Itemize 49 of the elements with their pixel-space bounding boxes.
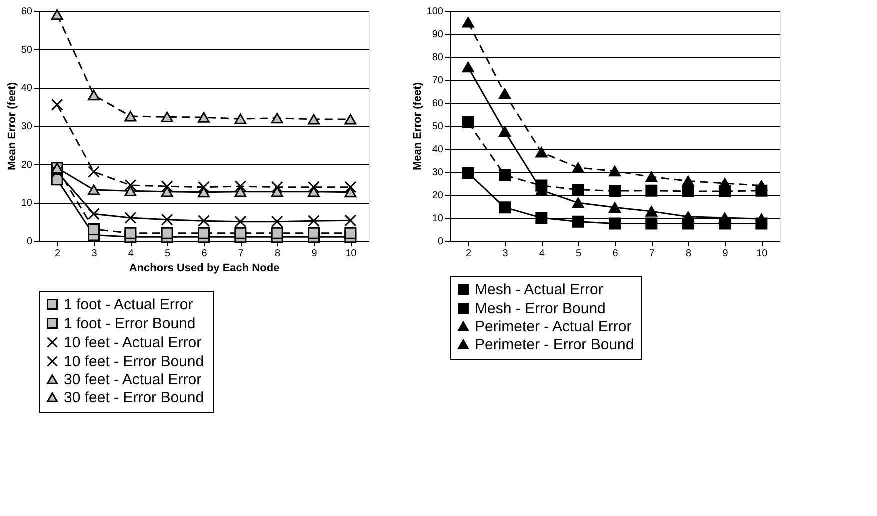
y-tick-label: 30 [432, 168, 444, 178]
x-tick-label: 7 [238, 248, 244, 260]
y-tick-label: 10 [432, 214, 444, 224]
legend-label: 30 feet - Actual Error [64, 372, 202, 388]
legend-label: Perimeter - Error Bound [475, 336, 634, 354]
y-axis-title: Mean Error (feet) [412, 82, 424, 171]
legend-label: 30 feet - Error Bound [64, 390, 204, 406]
y-tick-label: 40 [21, 83, 33, 94]
x-tick-label: 5 [576, 248, 582, 260]
x-tick-label: 8 [275, 248, 282, 260]
legend-label: Mesh - Actual Error [475, 282, 604, 298]
y-tick-label: 100 [426, 6, 444, 18]
x-tick-label: 8 [686, 248, 692, 260]
legend-label: 1 foot - Error Bound [64, 316, 196, 332]
y-tick-label: 80 [432, 52, 444, 64]
y-tick-label: 0 [438, 236, 444, 248]
y-tick-label: 0 [26, 236, 33, 248]
y-axis-title: Mean Error (feet) [6, 82, 18, 171]
y-tick-label: 60 [432, 98, 444, 110]
x-tick-label: 7 [649, 248, 656, 260]
y-tick-label: 30 [21, 122, 33, 132]
x-tick-label: 2 [466, 248, 472, 260]
x-tick-label: 10 [756, 248, 768, 260]
x-tick-label: 6 [612, 248, 619, 260]
legend-label: 1 foot - Actual Error [64, 296, 194, 314]
x-tick-label: 2 [55, 248, 62, 260]
y-tick-label: 70 [432, 76, 444, 86]
x-tick-label: 3 [502, 248, 509, 260]
y-tick-label: 20 [21, 160, 33, 171]
legend-label: 10 feet - Error Bound [64, 354, 204, 370]
legend-label: Perimeter - Actual Error [475, 318, 632, 336]
x-tick-label: 4 [539, 248, 546, 260]
y-tick-label: 60 [21, 6, 33, 18]
legend-label: Mesh - Error Bound [475, 300, 606, 318]
x-axis-title: Anchors Used by Each Node [129, 262, 280, 274]
y-tick-label: 90 [432, 30, 444, 40]
legend-label: 10 feet - Actual Error [64, 334, 202, 352]
x-tick-label: 9 [312, 248, 318, 260]
x-tick-label: 10 [346, 248, 358, 260]
x-tick-label: 4 [128, 248, 134, 260]
x-tick-label: 9 [722, 248, 729, 260]
y-tick-label: 40 [432, 144, 444, 156]
x-tick-label: 6 [202, 248, 208, 260]
x-tick-label: 3 [92, 248, 98, 260]
x-tick-label: 5 [165, 248, 172, 260]
y-tick-label: 50 [432, 122, 444, 132]
y-tick-label: 10 [21, 198, 33, 210]
y-tick-label: 20 [432, 190, 444, 202]
y-tick-label: 50 [21, 44, 33, 56]
